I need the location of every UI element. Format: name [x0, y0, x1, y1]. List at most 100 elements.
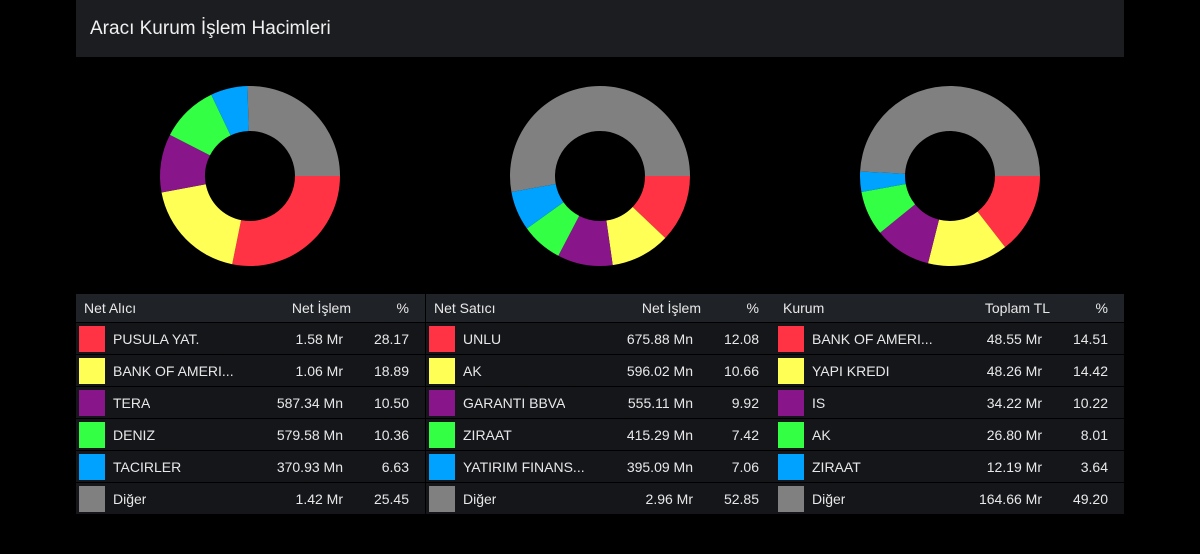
percent-value: 18.89 — [373, 362, 409, 379]
percent-value: 25.45 — [373, 490, 409, 507]
broker-name: Diğer — [812, 490, 846, 507]
donut-3-slice-2[interactable] — [928, 211, 1006, 266]
percent-value: 14.42 — [1072, 362, 1108, 379]
donut-3-slice-5[interactable] — [860, 171, 906, 192]
column-header[interactable]: Kurum — [783, 300, 825, 316]
volume-value: 48.26 Mr — [986, 362, 1042, 379]
donut-1-slice-3[interactable] — [160, 134, 210, 193]
color-swatch — [778, 485, 804, 512]
column-header[interactable]: Net İşlem — [641, 300, 701, 316]
volume-value: 596.02 Mn — [626, 362, 693, 379]
color-swatch — [79, 453, 105, 480]
table-row[interactable]: BANK OF AMERI... 1.06 Mr 18.89 — [76, 354, 425, 386]
table-header: Net Satıcı Net İşlem% — [426, 294, 775, 322]
color-swatch — [429, 421, 455, 448]
donut-1-slice-6[interactable] — [247, 86, 340, 176]
donut-2-slice-4[interactable] — [526, 202, 580, 256]
donut-2-slice-6[interactable] — [509, 85, 690, 193]
volume-value: 675.88 Mn — [626, 330, 693, 347]
percent-value: 10.36 — [373, 426, 409, 443]
donut-2-slice-5[interactable] — [511, 184, 564, 229]
color-swatch — [429, 325, 455, 352]
column-header[interactable]: Net İşlem — [291, 300, 351, 316]
broker-name: BANK OF AMERI... — [113, 362, 234, 379]
table-row[interactable]: Diğer 1.42 Mr 25.45 — [76, 482, 425, 514]
donut-3-slice-3[interactable] — [880, 204, 940, 264]
broker-name: GARANTI BBVA — [463, 394, 566, 411]
table-header: Net Alıcı Net İşlem% — [76, 294, 425, 322]
volume-value: 2.96 Mr — [645, 490, 693, 507]
volume-value: 12.19 Mr — [986, 458, 1042, 475]
broker-name: Diğer — [113, 490, 147, 507]
percent-value: 7.06 — [731, 458, 759, 475]
table-row[interactable]: BANK OF AMERI... 48.55 Mr 14.51 — [775, 322, 1124, 354]
broker-name: ZIRAAT — [812, 458, 861, 475]
percent-value: 3.64 — [1080, 458, 1108, 475]
volume-value: 1.58 Mr — [295, 330, 343, 347]
donut-2-slice-3[interactable] — [558, 215, 613, 266]
table-row[interactable]: AK 596.02 Mn 10.66 — [426, 354, 775, 386]
donut-1-slice-1[interactable] — [232, 176, 340, 266]
broker-name: IS — [812, 394, 826, 411]
donut-2-slice-2[interactable] — [606, 206, 666, 266]
table-row[interactable]: YATIRIM FINANS... 395.09 Mn 7.06 — [426, 450, 775, 482]
table-row[interactable]: ZIRAAT 12.19 Mr 3.64 — [775, 450, 1124, 482]
donut-1-slice-5[interactable] — [211, 86, 249, 136]
donut-charts — [160, 85, 1040, 266]
color-swatch — [429, 389, 455, 416]
table-row[interactable]: TACIRLER 370.93 Mn 6.63 — [76, 450, 425, 482]
color-swatch — [429, 485, 455, 512]
percent-value: 6.63 — [381, 458, 409, 475]
table-row[interactable]: YAPI KREDI 48.26 Mr 14.42 — [775, 354, 1124, 386]
table-2: Net Satıcı Net İşlem% UNLU 675.88 Mn 12.08 AK… — [426, 294, 775, 514]
donut-1-slice-4[interactable] — [169, 94, 231, 156]
color-swatch — [429, 357, 455, 384]
page-title: Aracı Kurum İşlem Hacimleri — [90, 17, 331, 39]
table-1: Net Alıcı Net İşlem% PUSULA YAT. 1.58 Mr 28.… — [76, 294, 425, 514]
column-header[interactable]: Net Alıcı — [84, 300, 137, 316]
charts-area — [76, 57, 1124, 294]
volume-value: 26.80 Mr — [986, 426, 1042, 443]
color-swatch — [79, 389, 105, 416]
color-swatch — [79, 357, 105, 384]
percent-value: 9.92 — [731, 394, 759, 411]
table-row[interactable]: AK 26.80 Mr 8.01 — [775, 418, 1124, 450]
volume-value: 395.09 Mn — [626, 458, 693, 475]
donut-3-slice-6[interactable] — [860, 85, 1040, 176]
table-header: Kurum Toplam TL% — [775, 294, 1124, 322]
donut-1-slice-2[interactable] — [161, 184, 242, 265]
donut-3-slice-4[interactable] — [861, 183, 916, 233]
percent-value: 49.20 — [1072, 490, 1108, 507]
table-row[interactable]: TERA 587.34 Mn 10.50 — [76, 386, 425, 418]
volume-value: 587.34 Mn — [276, 394, 343, 411]
percent-value: 8.01 — [1080, 426, 1108, 443]
donut-2-slice-1[interactable] — [632, 176, 690, 238]
volume-value: 415.29 Mn — [626, 426, 693, 443]
percent-value: 52.85 — [723, 490, 759, 507]
column-header[interactable]: % — [396, 300, 409, 316]
table-row[interactable]: Diğer 164.66 Mr 49.20 — [775, 482, 1124, 514]
percent-value: 10.22 — [1072, 394, 1108, 411]
broker-name: DENIZ — [113, 426, 155, 443]
table-row[interactable]: Diğer 2.96 Mr 52.85 — [426, 482, 775, 514]
volume-value: 555.11 Mn — [627, 394, 693, 411]
table-row[interactable]: GARANTI BBVA 555.11 Mn 9.92 — [426, 386, 775, 418]
volume-value: 1.06 Mr — [295, 362, 343, 379]
table-3: Kurum Toplam TL% BANK OF AMERI... 48.55 Mr 1… — [775, 294, 1124, 514]
panel-title: Aracı Kurum İşlem Hacimleri — [76, 0, 1124, 57]
table-row[interactable]: UNLU 675.88 Mn 12.08 — [426, 322, 775, 354]
table-row[interactable]: PUSULA YAT. 1.58 Mr 28.17 — [76, 322, 425, 354]
column-header[interactable]: Toplam TL — [984, 300, 1050, 316]
column-header[interactable]: % — [1095, 300, 1108, 316]
color-swatch — [79, 421, 105, 448]
donut-3-slice-1[interactable] — [977, 176, 1040, 248]
table-row[interactable]: IS 34.22 Mr 10.22 — [775, 386, 1124, 418]
column-header[interactable]: % — [746, 300, 759, 316]
table-row[interactable]: DENIZ 579.58 Mn 10.36 — [76, 418, 425, 450]
broker-name: Diğer — [463, 490, 497, 507]
broker-name: AK — [463, 362, 482, 379]
column-header[interactable]: Net Satıcı — [434, 300, 496, 316]
broker-name: BANK OF AMERI... — [812, 330, 933, 347]
table-row[interactable]: ZIRAAT 415.29 Mn 7.42 — [426, 418, 775, 450]
color-swatch — [778, 453, 804, 480]
